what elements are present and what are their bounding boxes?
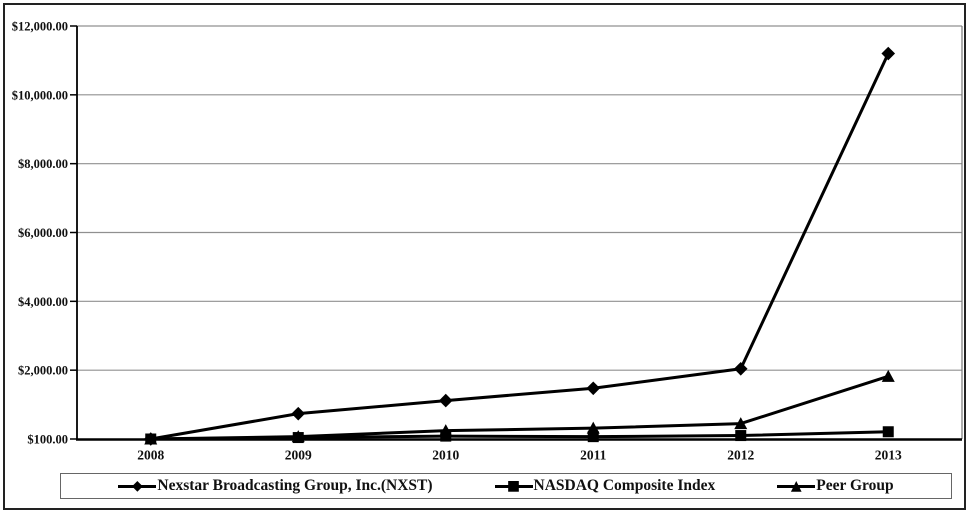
x-tick-label: 2010 bbox=[432, 448, 459, 463]
x-tick-label: 2012 bbox=[727, 448, 754, 463]
data-point-marker-diamond bbox=[291, 406, 306, 421]
chart-legend: ◆ Nexstar Broadcasting Group, Inc.(NXST)… bbox=[60, 473, 952, 499]
data-point-marker-square bbox=[882, 426, 894, 438]
legend-line-segment bbox=[777, 484, 816, 488]
y-tick-label: $4,000.00 bbox=[18, 295, 68, 309]
data-point-marker-triangle bbox=[881, 369, 895, 382]
data-point-marker-diamond bbox=[586, 381, 601, 396]
data-point-marker-square bbox=[587, 431, 599, 443]
legend-label-nexstar: Nexstar Broadcasting Group, Inc.(NXST) bbox=[157, 477, 433, 494]
data-point-marker-triangle bbox=[734, 417, 748, 430]
x-tick-label: 2009 bbox=[285, 448, 312, 463]
data-point-marker-triangle bbox=[291, 430, 305, 443]
triangle-icon: ▲ bbox=[790, 478, 802, 494]
square-icon: ■ bbox=[506, 478, 521, 494]
y-tick-label: $2,000.00 bbox=[18, 364, 68, 378]
legend-label-nasdaq: NASDAQ Composite Index bbox=[533, 477, 716, 494]
y-tick-label: $100.00 bbox=[27, 433, 68, 447]
legend-label-peer-group: Peer Group bbox=[816, 477, 894, 494]
data-point-marker-triangle bbox=[586, 421, 600, 434]
y-tick-label: $12,000.00 bbox=[12, 20, 68, 34]
y-tick-label: $6,000.00 bbox=[18, 226, 68, 240]
data-point-marker-diamond bbox=[438, 393, 453, 408]
data-point-marker-diamond bbox=[733, 361, 748, 376]
legend-diamond-marker-icon: ◆ bbox=[118, 478, 157, 494]
x-tick-label: 2008 bbox=[137, 448, 164, 463]
x-tick-label: 2011 bbox=[580, 448, 607, 463]
series-line-2 bbox=[150, 374, 889, 441]
data-point-marker-triangle bbox=[439, 424, 453, 437]
y-tick-label: $10,000.00 bbox=[12, 88, 68, 102]
series-line-0 bbox=[150, 52, 890, 441]
data-point-marker-triangle bbox=[144, 432, 158, 445]
legend-item-nasdaq: ■ NASDAQ Composite Index bbox=[494, 477, 716, 495]
legend-line-segment bbox=[494, 484, 533, 488]
legend-triangle-marker-icon: ▲ bbox=[777, 478, 816, 494]
legend-square-marker-icon: ■ bbox=[494, 478, 533, 494]
legend-item-peer-group: ▲ Peer Group bbox=[777, 477, 894, 495]
diamond-icon: ◆ bbox=[131, 478, 143, 494]
x-tick-label: 2013 bbox=[875, 448, 902, 463]
y-tick-label: $8,000.00 bbox=[18, 157, 68, 171]
data-point-marker-square bbox=[735, 430, 747, 442]
legend-line-segment bbox=[118, 484, 157, 488]
legend-item-nexstar: ◆ Nexstar Broadcasting Group, Inc.(NXST) bbox=[118, 477, 433, 495]
data-point-marker-diamond bbox=[881, 46, 896, 61]
